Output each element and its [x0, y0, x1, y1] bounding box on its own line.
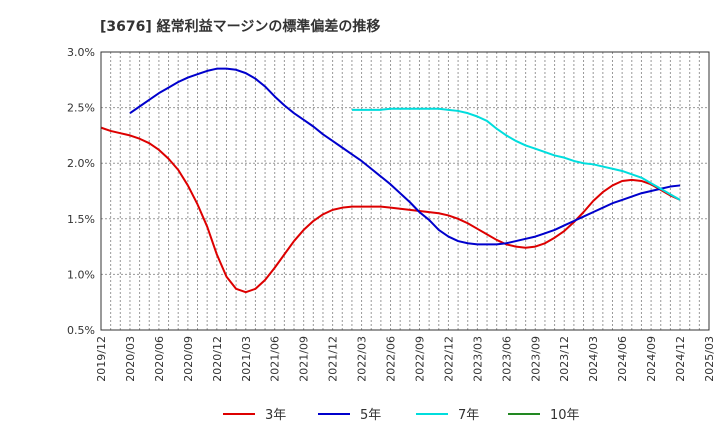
legend-label: 7年: [458, 408, 479, 423]
x-tick-label: 2024/12: [674, 336, 687, 382]
x-tick-label: 2022/12: [442, 336, 455, 382]
x-tick-label: 2024/03: [587, 336, 600, 382]
y-tick-label: 1.5%: [67, 213, 95, 226]
y-tick-label: 1.0%: [67, 268, 95, 281]
y-tick-label: 3.0%: [67, 46, 95, 59]
x-tick-label: 2023/06: [500, 336, 513, 382]
plot-area: [101, 52, 709, 330]
x-tick-label: 2023/12: [558, 336, 571, 382]
x-tick-label: 2021/12: [327, 336, 340, 382]
y-axis: 0.5% 1.0% 1.5% 2.0% 2.5% 3.0%: [67, 46, 95, 337]
x-axis: 2019/12 2020/03 2020/06 2020/09 2020/12 2021/…: [95, 336, 716, 382]
series-layer: [100, 67, 681, 294]
series-line-5年: [129, 67, 681, 246]
x-tick-label: 2020/12: [211, 336, 224, 382]
legend-label: 3年: [265, 408, 286, 423]
x-tick-label: 2019/12: [95, 336, 108, 382]
plot-border: [100, 51, 710, 331]
x-tick-label: 2021/06: [269, 336, 282, 382]
x-tick-label: 2021/09: [298, 336, 311, 382]
legend-label: 10年: [550, 408, 580, 423]
legend: 3年 5年 7年 10年: [223, 408, 580, 423]
chart-title: [3676] 経常利益マージンの標準偏差の推移: [100, 19, 381, 35]
x-tick-label: 2020/03: [124, 336, 137, 382]
x-tick-label: 2022/06: [385, 336, 398, 382]
series-line-3年: [100, 126, 681, 294]
series-line-7年: [351, 107, 681, 201]
x-tick-label: 2022/03: [356, 336, 369, 382]
x-tick-label: 2021/03: [240, 336, 253, 382]
legend-label: 5年: [360, 408, 381, 423]
y-tick-label: 2.5%: [67, 102, 95, 115]
x-tick-label: 2023/03: [471, 336, 484, 382]
x-tick-label: 2020/09: [182, 336, 195, 382]
x-tick-label: 2024/09: [645, 336, 658, 382]
y-tick-label: 2.0%: [67, 157, 95, 170]
x-tick-label: 2022/09: [413, 336, 426, 382]
x-tick-label: 2024/06: [616, 336, 629, 382]
y-tick-label: 0.5%: [67, 324, 95, 337]
x-tick-label: 2023/09: [529, 336, 542, 382]
x-tick-label: 2020/06: [153, 336, 166, 382]
x-tick-label: 2025/03: [703, 336, 716, 382]
